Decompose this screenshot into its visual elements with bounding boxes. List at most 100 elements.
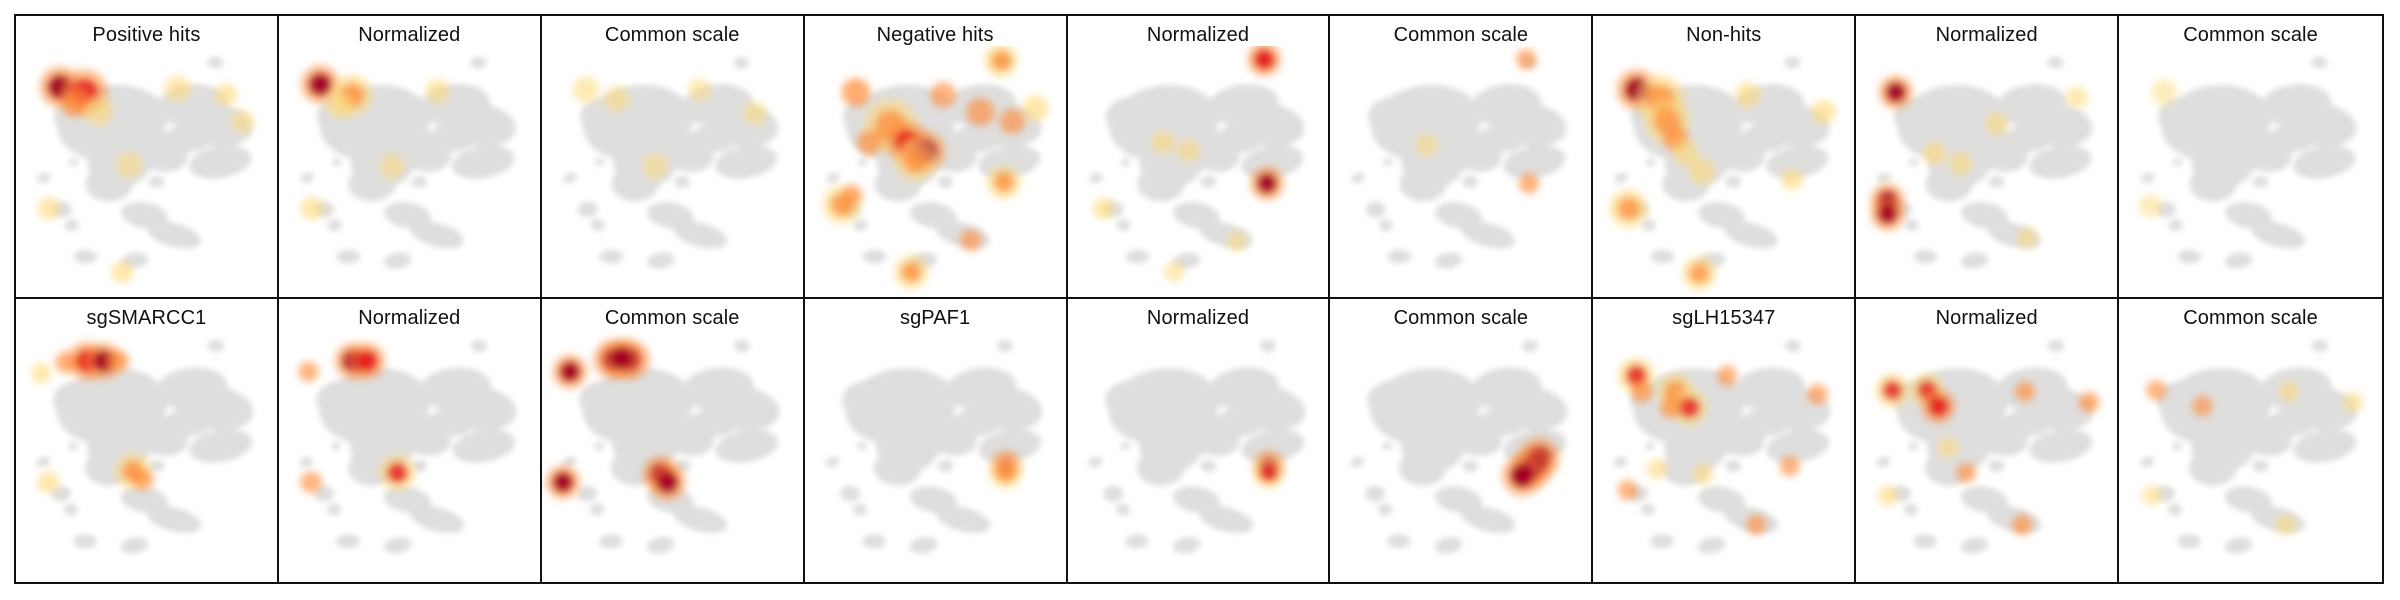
density-hotspot — [1956, 462, 1977, 483]
umap-region — [314, 485, 334, 502]
umap-panel: sgLH15347 — [1593, 299, 1857, 582]
umap-region — [383, 537, 412, 554]
umap-region — [1368, 97, 1420, 137]
umap-region — [53, 380, 105, 421]
umap-region — [1961, 202, 2009, 229]
panel-title: Positive hits — [92, 24, 201, 46]
umap-region — [68, 442, 78, 451]
density-hotspot — [1256, 173, 1277, 194]
umap-region — [1088, 172, 1103, 184]
density-hotspot — [2079, 392, 2100, 413]
density-hotspot — [2275, 514, 2297, 535]
umap-density-plot — [563, 56, 779, 269]
umap-region — [1650, 534, 1675, 549]
umap-region — [1650, 249, 1675, 264]
umap-region — [1382, 442, 1393, 451]
density-hotspot — [132, 468, 154, 491]
umap-density-plot — [1088, 46, 1305, 282]
umap-region — [1894, 97, 1946, 137]
density-hotspot — [379, 153, 405, 180]
umap-region — [2158, 97, 2210, 137]
density-hotspot — [1618, 480, 1639, 501]
umap-region — [952, 408, 1001, 437]
umap-region — [1199, 175, 1216, 188]
density-layer — [1415, 49, 1540, 194]
umap-region — [1399, 450, 1447, 486]
density-layer — [572, 76, 766, 180]
umap-region — [646, 537, 675, 554]
density-hotspot — [1811, 99, 1837, 125]
panel-title: Common scale — [604, 307, 740, 329]
umap-region — [1379, 219, 1393, 232]
density-hotspot — [2066, 86, 2089, 109]
density-hotspot — [2142, 485, 2163, 506]
umap-region — [299, 456, 313, 468]
panel-title: Common scale — [604, 24, 740, 46]
umap-region — [1904, 503, 1919, 516]
umap-region — [578, 380, 631, 421]
umap-region — [672, 505, 728, 534]
umap-region — [85, 166, 133, 202]
panel-title: Normalized — [358, 307, 461, 329]
umap-region — [2293, 429, 2357, 463]
umap-region — [1795, 425, 1812, 436]
umap-region — [2141, 172, 2155, 184]
umap-panel: Positive hits — [16, 16, 279, 299]
umap-region — [217, 141, 234, 152]
umap-region — [1961, 486, 2009, 514]
umap-region — [1268, 141, 1285, 152]
density-hotspot — [603, 86, 629, 112]
umap-region — [1102, 485, 1123, 502]
umap-region — [873, 450, 922, 486]
umap-region — [427, 124, 475, 153]
density-hotspot — [552, 472, 573, 493]
umap-region — [1913, 249, 1938, 264]
density-hotspot — [965, 97, 995, 127]
density-hotspot — [2138, 194, 2162, 218]
density-hotspot — [1886, 82, 1907, 103]
umap-density-plot — [2140, 339, 2364, 554]
umap-region — [452, 145, 515, 179]
density-hotspot — [298, 361, 319, 382]
panel-title: sgLH15347 — [1672, 307, 1776, 329]
umap-region — [1388, 249, 1412, 264]
umap-region — [862, 249, 886, 264]
density-hotspot — [1415, 133, 1439, 157]
umap-density-plot — [1613, 339, 1831, 554]
umap-density-plot — [1875, 339, 2100, 554]
density-hotspot — [2146, 380, 2167, 401]
umap-region — [1876, 456, 1891, 468]
umap-region — [1462, 175, 1479, 188]
umap-region — [316, 380, 368, 421]
umap-region — [743, 425, 760, 436]
umap-region — [2004, 408, 2053, 437]
umap-background — [36, 339, 254, 554]
umap-region — [1522, 339, 1539, 352]
umap-region — [1908, 158, 1919, 167]
umap-region — [856, 442, 867, 451]
panel-title: Common scale — [2183, 307, 2318, 329]
umap-region — [714, 145, 778, 179]
umap-region — [1503, 145, 1566, 179]
umap-region — [733, 339, 750, 352]
umap-region — [1215, 124, 1263, 153]
umap-region — [2321, 425, 2338, 436]
umap-region — [1461, 221, 1516, 249]
umap-region — [825, 456, 839, 468]
umap-region — [2172, 442, 2183, 451]
density-hotspot — [1717, 365, 1738, 386]
density-layer — [545, 338, 686, 501]
umap-region — [189, 429, 253, 463]
umap-background — [299, 339, 517, 554]
umap-region — [593, 442, 604, 451]
umap-region — [2225, 486, 2273, 514]
umap-region — [1698, 537, 1726, 554]
umap-region — [1766, 429, 1830, 463]
umap-region — [207, 56, 224, 69]
umap-region — [1435, 252, 1463, 269]
panel-title: Normalized — [1935, 307, 2038, 329]
umap-density-plot — [37, 56, 254, 283]
density-layer — [1092, 46, 1284, 282]
umap-region — [852, 503, 867, 516]
umap-region — [1478, 124, 1526, 153]
